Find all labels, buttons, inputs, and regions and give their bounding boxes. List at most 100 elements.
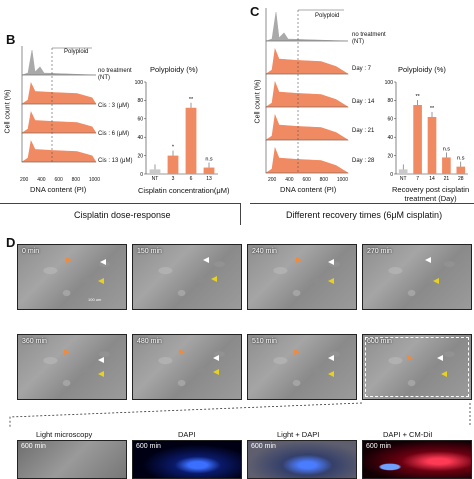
timepoint-label: 600 min [367,338,392,345]
bar-y-tick-label: 0 [390,172,393,178]
timepoint-label: 0 min [22,248,40,255]
orange-arrow-icon [179,349,185,355]
bar [149,169,161,174]
bar-y-tick-label: 100 [135,80,144,86]
panel-b-histograms [21,46,97,163]
timepoint-label: 240 min [252,248,277,255]
bar [203,167,215,174]
timepoint-label: 600 min [21,443,46,450]
bottom-header-light-dapi: Light + DAPI [277,430,320,439]
bar [413,105,422,174]
bottom-header-light: Light microscopy [36,430,93,439]
panel-b-bar-xlabel: Cisplatin concentration(μM) [138,186,230,195]
panel-b-row-label-3: Cis : 13 (μM) [98,158,133,164]
bottom-header-dapi-cmdil: DAPI + CM-DiI [383,430,433,439]
panel-c-row-label-2: Day : 14 [352,99,375,105]
white-arrow-icon [425,257,431,263]
panel-c-divider [250,203,474,204]
white-arrow-icon [203,257,209,263]
significance-label: ** [430,106,435,112]
significance-label: ** [189,97,194,103]
panel-b-polyploid-label: Polyploid [64,49,89,55]
scale-bar-label: 100 um [88,297,102,302]
bar-category-label: 3 [172,176,175,182]
bar [167,155,179,174]
panel-c-row-label-0: no treatment (NT) [352,32,386,45]
bar-y-tick-label: 0 [140,172,143,178]
histogram-trace [265,80,350,108]
timelapse-frame: 270 min [362,244,472,310]
timepoint-label: 600 min [136,443,161,450]
panel-b-divider [0,203,240,204]
panel-label-d: D [6,235,16,250]
dapi-cmdil-image: 600 min [362,440,472,479]
panel-b-xtick: 800 [71,177,80,183]
light-microscopy-image: 600 min [17,440,127,479]
white-arrow-icon [98,357,104,363]
yellow-arrow-icon [328,278,334,284]
yellow-arrow-icon [328,371,334,377]
bar [185,107,197,174]
timepoint-label: 150 min [137,248,162,255]
panel-c-bar-title: Polyploidy (%) [398,65,446,74]
bar-category-label: NT [152,176,159,182]
panel-b-c-divider [240,203,241,225]
white-arrow-icon [328,355,334,361]
bar [456,166,466,174]
panel-c-xtick: 600 [302,177,311,183]
panel-c-xtick: 200 [268,177,277,183]
timepoint-label: 600 min [251,443,276,450]
white-arrow-icon [213,355,219,361]
bar-category-label: 21 [444,176,450,182]
dapi-image: 600 min [132,440,242,479]
panel-c-histograms [265,8,350,174]
histogram-trace [265,47,350,75]
panel-b-ylabel: Cell count (%) [4,89,12,134]
bar-category-label: 13 [206,176,212,182]
panel-b-xtick: 400 [37,177,46,183]
panel-b-row-label-1: Cis : 3 (μM) [98,103,130,109]
bar-y-tick-label: 60 [387,117,393,123]
histogram-trace [21,111,97,134]
panel-c-bar-xlabel: Recovery post cisplatin treatment (Day) [392,185,470,203]
orange-arrow-icon [294,349,300,355]
panel-c-row-label-4: Day : 28 [352,158,375,164]
timelapse-frame: 150 min [132,244,242,310]
significance-label: * [172,145,175,151]
panel-b-xtick: 1000 [88,177,100,183]
timelapse-frame: 360 min [17,334,127,400]
timelapse-frame-highlighted: 600 min [362,334,472,400]
panel-b-xtick: 600 [54,177,63,183]
white-arrow-icon [328,259,334,265]
orange-arrow-icon [66,257,72,263]
bar-category-label: 7 [416,176,419,182]
yellow-arrow-icon [98,371,104,377]
orange-arrow-icon [296,257,302,263]
bar-y-tick-label: 40 [137,135,143,141]
timepoint-label: 360 min [22,338,47,345]
panel-b-row-label-0: no treatment (NT) [98,68,132,81]
yellow-arrow-icon [213,369,219,375]
histogram-trace [265,11,349,42]
panel-label-b: B [6,32,16,47]
panel-b-bar-chart: 0 20 40 60 80 100 NT 3 * 6 ** 13 n.s [135,80,218,182]
significance-label: n.s [457,156,465,162]
timelapse-frame: 240 min [247,244,357,310]
bar-y-tick-label: 20 [137,153,143,159]
panel-b-caption: Cisplatin dose-response [74,210,171,220]
bar-category-label: 28 [458,176,464,182]
orange-arrow-icon [407,355,413,361]
panel-c-xtick: 1000 [336,177,348,183]
panel-c-xticks: 200 400 600 800 1000 [268,177,348,183]
orange-arrow-icon [64,349,70,355]
timepoint-label: 510 min [252,338,277,345]
panel-c-xlabel: DNA content (PI) [280,185,337,194]
timelapse-frame: 510 min [247,334,357,400]
panel-c-row-label-3: Day : 21 [352,128,375,134]
light-dapi-image: 600 min [247,440,357,479]
panel-b-bar-title: Polyploidy (%) [150,65,198,74]
bar-y-tick-label: 40 [387,135,393,141]
yellow-arrow-icon [98,278,104,284]
panel-c-ylabel: Cell count (%) [254,79,262,124]
panel-b-xtick: 200 [20,177,29,183]
